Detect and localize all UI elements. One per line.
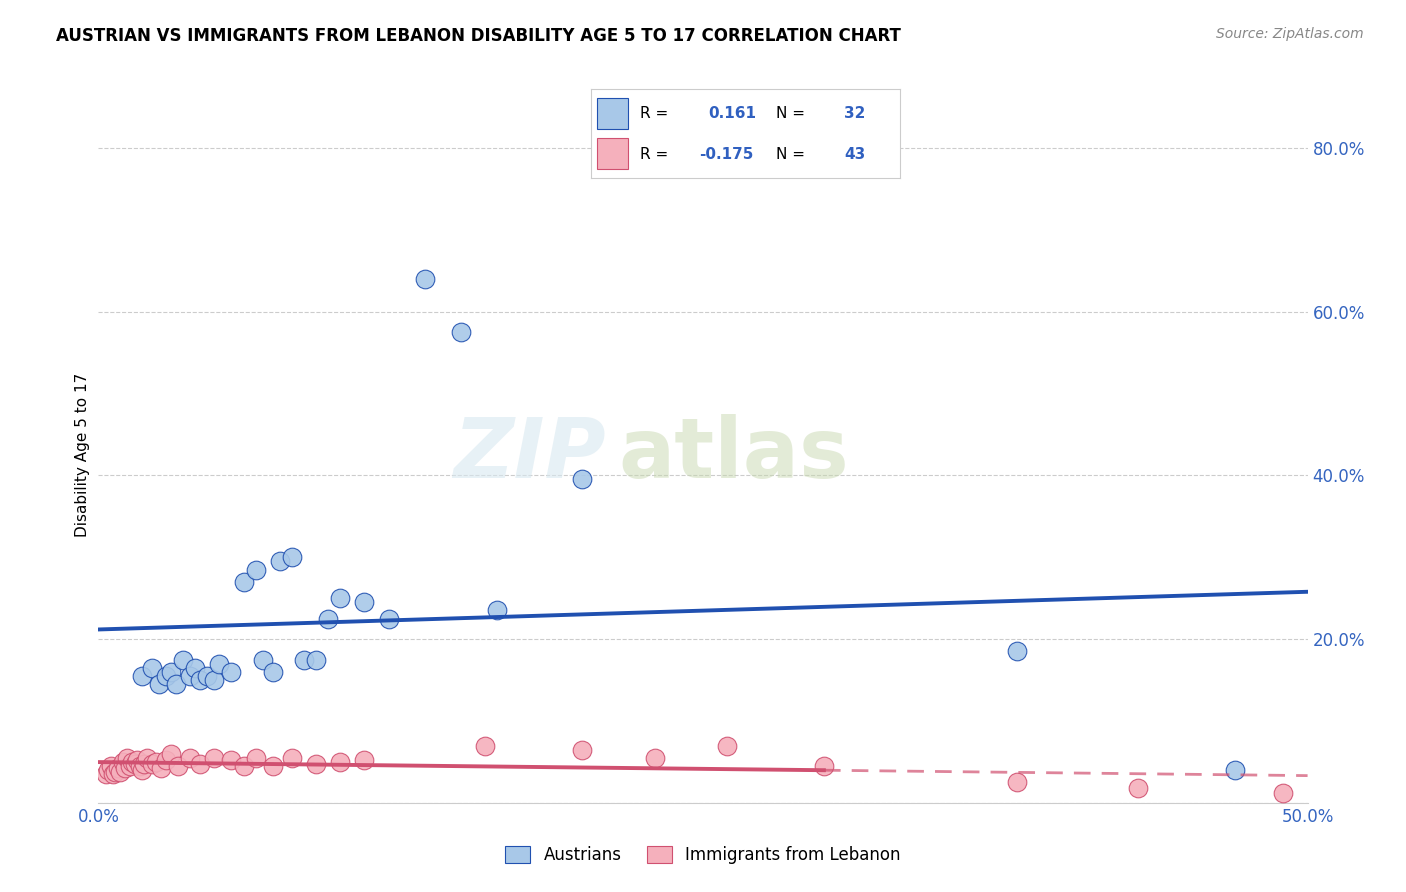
Point: [377, 612, 399, 626]
Point: [644, 751, 666, 765]
Text: N =: N =: [776, 147, 810, 161]
Point: [160, 665, 183, 679]
Point: [262, 759, 284, 773]
Point: [204, 751, 226, 765]
Point: [245, 751, 267, 765]
Point: [184, 661, 207, 675]
Text: 32: 32: [844, 106, 866, 120]
Text: Source: ZipAtlas.com: Source: ZipAtlas.com: [1216, 27, 1364, 41]
Point: [329, 755, 352, 769]
Point: [305, 756, 328, 771]
Point: [124, 756, 146, 771]
Text: AUSTRIAN VS IMMIGRANTS FROM LEBANON DISABILITY AGE 5 TO 17 CORRELATION CHART: AUSTRIAN VS IMMIGRANTS FROM LEBANON DISA…: [56, 27, 901, 45]
Point: [208, 657, 231, 671]
Point: [104, 764, 127, 779]
Point: [571, 742, 593, 756]
Point: [329, 591, 352, 606]
Point: [353, 753, 375, 767]
Point: [114, 761, 136, 775]
Point: [281, 550, 304, 565]
Point: [135, 751, 157, 765]
Point: [252, 652, 274, 666]
Point: [131, 763, 153, 777]
Point: [155, 669, 177, 683]
Point: [160, 747, 183, 761]
Point: [716, 739, 738, 753]
Point: [107, 761, 129, 775]
Point: [1007, 775, 1029, 789]
Point: [101, 767, 124, 781]
Point: [128, 759, 150, 773]
Point: [413, 272, 436, 286]
Point: [1128, 780, 1150, 795]
Point: [145, 755, 167, 769]
Point: [188, 756, 211, 771]
Point: [131, 669, 153, 683]
Point: [232, 574, 254, 589]
Point: [486, 603, 509, 617]
Point: [204, 673, 226, 687]
Text: -0.175: -0.175: [699, 147, 754, 161]
Point: [269, 554, 291, 568]
Point: [155, 753, 177, 767]
Point: [281, 751, 304, 765]
Point: [221, 665, 243, 679]
Point: [127, 753, 149, 767]
Point: [1272, 786, 1295, 800]
Point: [150, 761, 173, 775]
Bar: [596, 98, 627, 129]
Point: [571, 473, 593, 487]
Point: [195, 669, 218, 683]
Point: [165, 677, 187, 691]
Text: R =: R =: [640, 106, 673, 120]
Legend: Austrians, Immigrants from Lebanon: Austrians, Immigrants from Lebanon: [499, 839, 907, 871]
Point: [232, 759, 254, 773]
Text: 0.161: 0.161: [709, 106, 756, 120]
Text: atlas: atlas: [619, 415, 849, 495]
Bar: [596, 138, 627, 169]
Point: [179, 751, 201, 765]
Point: [262, 665, 284, 679]
Point: [108, 764, 131, 779]
Point: [221, 753, 243, 767]
Point: [474, 739, 496, 753]
Point: [141, 661, 163, 675]
Point: [167, 759, 190, 773]
Point: [179, 669, 201, 683]
Point: [813, 759, 835, 773]
Point: [118, 759, 141, 773]
Point: [353, 595, 375, 609]
Point: [111, 755, 134, 769]
Point: [1223, 763, 1246, 777]
Point: [316, 612, 339, 626]
Point: [94, 767, 117, 781]
Point: [245, 562, 267, 576]
Point: [117, 751, 139, 765]
Point: [1007, 644, 1029, 658]
Point: [172, 652, 194, 666]
Point: [121, 755, 143, 769]
Point: [134, 756, 156, 771]
Text: R =: R =: [640, 147, 673, 161]
Point: [188, 673, 211, 687]
Point: [141, 756, 163, 771]
Point: [292, 652, 315, 666]
Point: [97, 763, 120, 777]
Text: N =: N =: [776, 106, 810, 120]
Point: [450, 325, 472, 339]
Point: [100, 759, 122, 773]
Text: ZIP: ZIP: [454, 415, 606, 495]
Y-axis label: Disability Age 5 to 17: Disability Age 5 to 17: [75, 373, 90, 537]
Point: [305, 652, 328, 666]
Point: [148, 677, 170, 691]
Text: 43: 43: [844, 147, 866, 161]
